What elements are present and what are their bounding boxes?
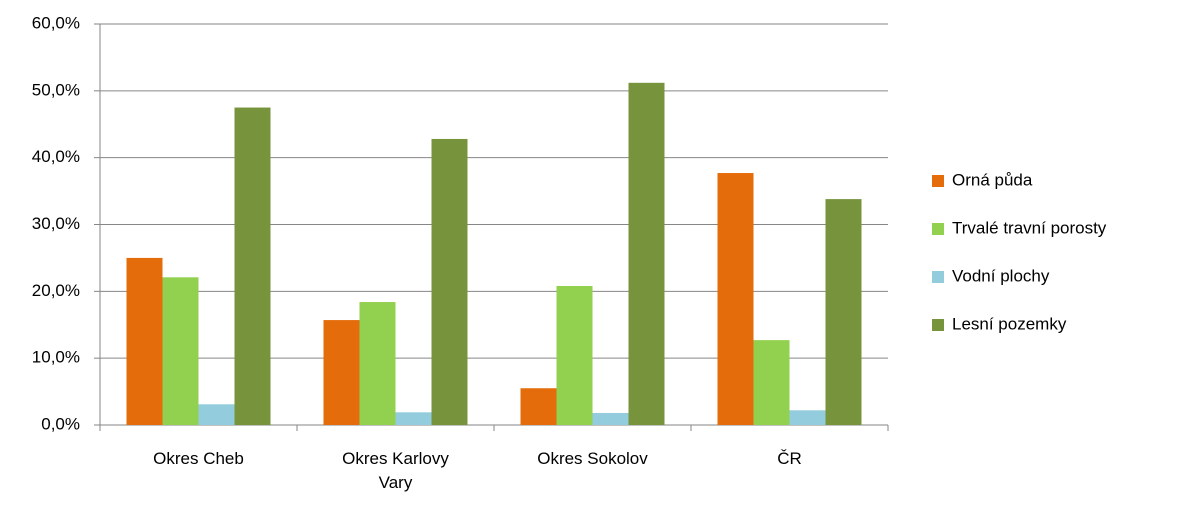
- y-tick-label: 30,0%: [32, 214, 80, 233]
- bar: [126, 257, 163, 425]
- x-tick-label: Okres Karlovy Vary: [342, 449, 449, 492]
- bar: [556, 285, 593, 425]
- bar: [431, 138, 468, 425]
- legend-swatch: [932, 271, 944, 283]
- legend-label: Vodní plochy: [952, 266, 1050, 285]
- legend-label: Lesní pozemky: [952, 314, 1067, 333]
- legend-swatch: [932, 175, 944, 187]
- x-tick-label: Okres Cheb: [153, 449, 244, 468]
- bar: [234, 107, 271, 426]
- y-tick-label: 20,0%: [32, 281, 80, 300]
- bar: [592, 412, 629, 425]
- bar: [520, 388, 557, 425]
- legend-swatch: [932, 319, 944, 331]
- y-tick-label: 50,0%: [32, 80, 80, 99]
- y-tick-label: 60,0%: [32, 13, 80, 32]
- x-tick-label: ČR: [777, 449, 802, 468]
- legend-swatch: [932, 223, 944, 235]
- bar: [717, 173, 754, 425]
- bar: [753, 340, 790, 425]
- bar: [789, 410, 826, 425]
- bar: [323, 320, 360, 425]
- legend-label: Trvalé travní porosty: [952, 218, 1107, 237]
- bar: [162, 277, 199, 425]
- y-tick-label: 40,0%: [32, 147, 80, 166]
- y-tick-label: 10,0%: [32, 348, 80, 367]
- legend-label: Orná půda: [952, 170, 1033, 189]
- bar: [825, 199, 862, 425]
- x-tick-label: Okres Sokolov: [537, 449, 648, 468]
- bar: [628, 82, 665, 426]
- bar: [395, 412, 432, 425]
- y-tick-label: 0,0%: [41, 414, 80, 433]
- bar: [198, 404, 235, 425]
- bar: [359, 302, 396, 425]
